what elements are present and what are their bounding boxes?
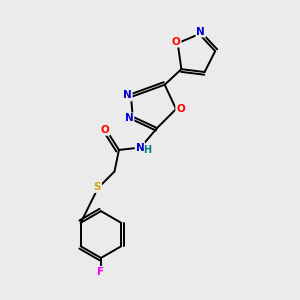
Text: N: N xyxy=(125,113,134,123)
Text: N: N xyxy=(196,27,205,37)
Text: O: O xyxy=(176,104,185,114)
Text: O: O xyxy=(100,125,109,135)
Text: O: O xyxy=(172,37,181,47)
Text: F: F xyxy=(98,267,104,277)
Text: N: N xyxy=(123,91,132,100)
Text: N: N xyxy=(136,142,144,152)
Text: S: S xyxy=(94,182,101,192)
Text: H: H xyxy=(143,145,151,155)
